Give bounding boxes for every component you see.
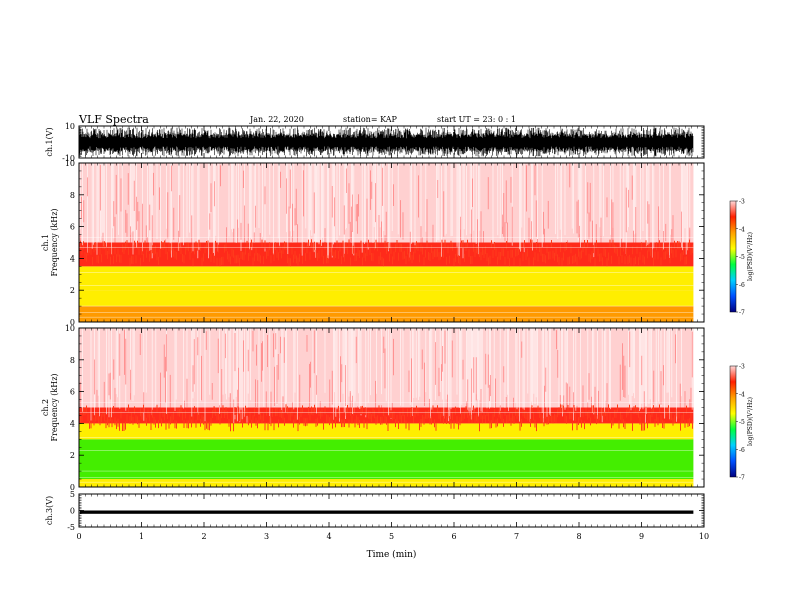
station-label: station= KAP xyxy=(343,115,397,124)
x-tick-label: 2 xyxy=(201,532,206,541)
ch3-waveform-ytick-label: 5 xyxy=(70,490,75,499)
x-tick-label: 1 xyxy=(139,532,144,541)
ch2-spectrogram-band xyxy=(79,479,694,487)
ch2-spectrogram-band xyxy=(79,423,694,440)
ch1-spectrogram-colorbar-label: log(PSD)(V²/Hz) xyxy=(747,232,754,281)
ch1-spectrogram-ytick-label: 0 xyxy=(70,318,75,327)
ch1-waveform-yaxis: 10 -10 xyxy=(62,122,704,163)
x-tick-label: 5 xyxy=(389,532,394,541)
ch3-waveform-ytick-label: 0 xyxy=(70,507,75,516)
date-label: Jan. 22, 2020 xyxy=(250,115,304,124)
ch3-waveform-xticks: 0 1 2 3 4 5 6 7 8 9 10 xyxy=(76,494,709,541)
ch3-waveform-yaxis: 5 0 -5 xyxy=(67,490,704,532)
ch1-spectrogram-colorbar-tick-label: -6 xyxy=(739,282,745,289)
ch1-spectrogram-ytick-label: 8 xyxy=(70,191,75,200)
ch1-spectrogram-colorbar-bar xyxy=(729,200,737,313)
ch2-spectrogram-colorbar-tick-label: -3 xyxy=(739,364,745,371)
ch2-spectrogram-ylabel: ch.2 xyxy=(41,399,50,416)
ch2-spectrogram-ytick-label: 6 xyxy=(70,388,75,397)
ch1-spectrogram-yaxis: 0 2 4 6 8 10 xyxy=(65,159,704,327)
ch1-waveform-line xyxy=(79,127,694,157)
ch2-spectrogram-panel xyxy=(78,327,705,488)
ch1-spectrogram-colorbar-tick-label: -5 xyxy=(739,254,745,261)
ch2-spectrogram-ytick-label: 8 xyxy=(70,356,75,365)
ch2-spectrogram-colorbar-tick-label: -5 xyxy=(739,419,745,426)
x-tick-label: 7 xyxy=(514,532,519,541)
ch1-spectrogram-colorbar: -3 -4 -5 -6 -7 log(PSD)(V²/Hz) xyxy=(729,199,754,317)
ch2-spectrogram-colorbar-label: log(PSD)(V²/Hz) xyxy=(747,397,754,446)
ch2-spectrogram-ylabel: Frequency (kHz) xyxy=(50,373,59,441)
x-axis-label: Time (min) xyxy=(367,549,417,560)
ch1-spectrogram-colorbar-tick-label: -3 xyxy=(739,199,745,206)
ch1-spectrogram-ytick-label: 10 xyxy=(65,159,75,168)
ch2-spectrogram-band xyxy=(79,439,694,480)
x-tick-label: 10 xyxy=(699,532,709,541)
ch1-spectrogram-band xyxy=(79,290,694,307)
ch1-waveform-ytick-label: -10 xyxy=(62,154,75,163)
ch1-spectrogram-ytick-label: 2 xyxy=(70,286,75,295)
ch2-spectrogram-ytick-label: 2 xyxy=(70,451,75,460)
ch3-waveform-ytick-label: -5 xyxy=(67,523,75,532)
ch1-waveform-ytick-label: 10 xyxy=(65,122,75,131)
ch1-spectrogram-ylabel: ch.1 xyxy=(41,234,50,251)
ch1-spectrogram-band xyxy=(79,266,694,291)
figure-title: VLF Spectra xyxy=(79,113,149,126)
ch1-spectrogram-ylabel: Frequency (kHz) xyxy=(50,208,59,276)
ch1-spectrogram-panel xyxy=(78,162,705,323)
ch1-waveform-xticks xyxy=(78,126,705,158)
x-tick-label: 9 xyxy=(639,532,644,541)
ch1-spectrogram-ytick-label: 4 xyxy=(70,254,75,263)
ch1-spectrogram-xticks xyxy=(78,163,705,322)
ch3-waveform-signal xyxy=(80,510,694,514)
x-tick-label: 4 xyxy=(326,532,331,541)
ch2-spectrogram-colorbar: -3 -4 -5 -6 -7 log(PSD)(V²/Hz) xyxy=(729,364,754,482)
x-tick-label: 3 xyxy=(264,532,269,541)
ch2-spectrogram-streaks-light xyxy=(82,328,693,424)
ch2-spectrogram-colorbar-bar xyxy=(729,365,737,478)
x-tick-label: 6 xyxy=(451,532,456,541)
start-time-label: start UT = 23: 0 : 1 xyxy=(437,115,516,124)
x-tick-label: 0 xyxy=(76,532,81,541)
ch3-waveform-ylabel: ch.3(V) xyxy=(45,496,54,525)
x-tick-label: 8 xyxy=(576,532,581,541)
ch1-spectrogram-colorbar-tick-label: -4 xyxy=(739,226,745,233)
ch2-spectrogram-colorbar-tick-label: -6 xyxy=(739,447,745,454)
ch2-spectrogram-ytick-label: 0 xyxy=(70,483,75,492)
ch2-spectrogram-xticks xyxy=(78,328,705,487)
ch2-spectrogram-colorbar-tick-label: -4 xyxy=(739,391,745,398)
ch2-spectrogram-ytick-label: 10 xyxy=(65,324,75,333)
ch2-spectrogram-colorbar-tick-label: -7 xyxy=(739,475,745,482)
ch1-spectrogram-ytick-label: 6 xyxy=(70,223,75,232)
ch1-spectrogram-band xyxy=(79,306,694,322)
ch2-spectrogram-yaxis: 0 2 4 6 8 10 xyxy=(65,324,704,492)
ch2-spectrogram-ytick-label: 4 xyxy=(70,419,75,428)
ch1-spectrogram-colorbar-tick-label: -7 xyxy=(739,310,745,317)
ch1-waveform-ylabel: ch.1(V) xyxy=(45,127,54,156)
